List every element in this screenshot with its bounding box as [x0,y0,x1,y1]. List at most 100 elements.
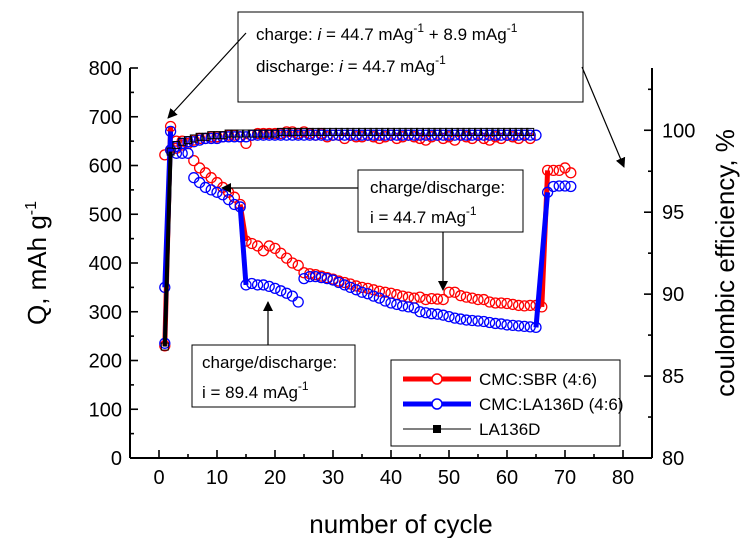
capacity-point [298,267,310,279]
capacity-point [460,314,473,326]
y-tick-label: 0 [111,448,122,470]
annotation-2: charge/discharge: i = 89.4 mAg-1​ [191,344,356,408]
capacity-point [483,316,496,329]
annotation-segment: charge/discharge: [202,353,337,372]
annotation-segment: i = 44.7 mAg [370,208,466,227]
efficiency-point [265,129,274,138]
efficiency-point [427,127,436,136]
capacity-point [246,237,258,250]
efficiency-point [485,127,494,136]
capacity-point [478,293,490,306]
capacity-point [176,147,188,159]
efficiency-point [352,127,361,136]
capacity-point [478,315,490,328]
capacity-point [454,313,467,325]
y-tick-label: 200 [89,351,122,373]
efficiency-point [294,127,303,136]
y-tick-label: 800 [89,58,122,80]
capacity-point [518,320,531,333]
efficiency-point [414,132,426,145]
efficiency-point [503,127,511,136]
capacity-point [234,201,246,213]
efficiency-point [184,136,192,145]
capacity-point [489,317,502,330]
y-axis-title: Q, mAh g-1 [22,201,52,325]
efficiency-point [363,127,372,136]
efficiency-point [410,127,419,136]
capacity-point [246,277,258,290]
annotation-box [357,169,524,233]
capacity-point [414,306,426,318]
efficiency-point [495,132,507,145]
capacity-point [512,320,525,332]
efficiency-point [207,131,216,140]
y2-tick-label: 90 [662,284,684,306]
y2-tick-label: 100 [662,120,695,142]
efficiency-point [358,127,366,136]
capacity-point [327,274,339,286]
annotation-0: charge: i = 44.7 mAg-1​ + 8.9 mAg-1​ disc… [237,11,584,103]
efficiency-point [259,129,268,138]
capacity-point [292,296,304,308]
efficiency-point [514,127,523,136]
series-2 [160,127,535,351]
efficiency-point [474,127,482,136]
capacity-point [292,259,304,272]
annotation-segment: -1 [466,204,477,218]
capacity-point [420,293,432,306]
capacity-point [350,284,362,296]
capacity-point [507,319,519,332]
annotation-box [191,344,356,408]
efficiency-point [271,129,279,138]
efficiency-point [242,129,250,138]
efficiency-point [305,127,314,136]
capacity-point [228,191,241,203]
capacity-point [356,286,368,298]
capacity-point [483,296,496,308]
annotation-segment: discharge: [256,57,339,76]
capacity-point [449,286,461,298]
efficiency-point [450,127,459,136]
efficiency-point [508,127,517,136]
efficiency-point [524,132,536,145]
annotation-segment: charge: [256,25,317,44]
capacity-point [362,288,374,300]
x-tick-label: 70 [554,467,576,489]
capacity-point [280,287,293,299]
capacity-point [466,314,478,327]
capacity-point [501,319,513,331]
efficiency-point [421,127,430,136]
capacity-point [402,301,415,313]
capacity-point [362,282,374,295]
efficiency-point [323,127,332,136]
capacity-point [275,285,287,297]
capacity-point [472,315,484,327]
efficiency-point [433,127,442,136]
capacity-point [188,154,200,167]
capacity-point [379,295,391,307]
capacity-point [443,310,455,323]
capacity-point [559,180,571,192]
efficiency-point [329,127,337,136]
capacity-point [565,180,577,193]
annotation-segment: -1 [435,53,446,67]
capacity-point [263,280,275,293]
capacity-point [373,292,386,304]
annotation-1: charge/discharge: i = 44.7 mAg-1​ [357,169,524,233]
efficiency-point [317,127,326,136]
legend-marker [433,425,441,433]
capacity-point [344,278,357,290]
efficiency-point [178,137,187,146]
capacity-point [541,164,554,177]
efficiency-point [166,147,175,156]
capacity-point [512,299,525,312]
capacity-point [530,321,542,334]
efficiency-point [416,127,424,136]
annotation-segment: -1 [298,379,309,393]
capacity-point [495,318,507,330]
capacity-point [257,279,270,291]
efficiency-point [445,127,453,136]
legend-marker [431,398,443,410]
legend-marker [431,373,443,385]
